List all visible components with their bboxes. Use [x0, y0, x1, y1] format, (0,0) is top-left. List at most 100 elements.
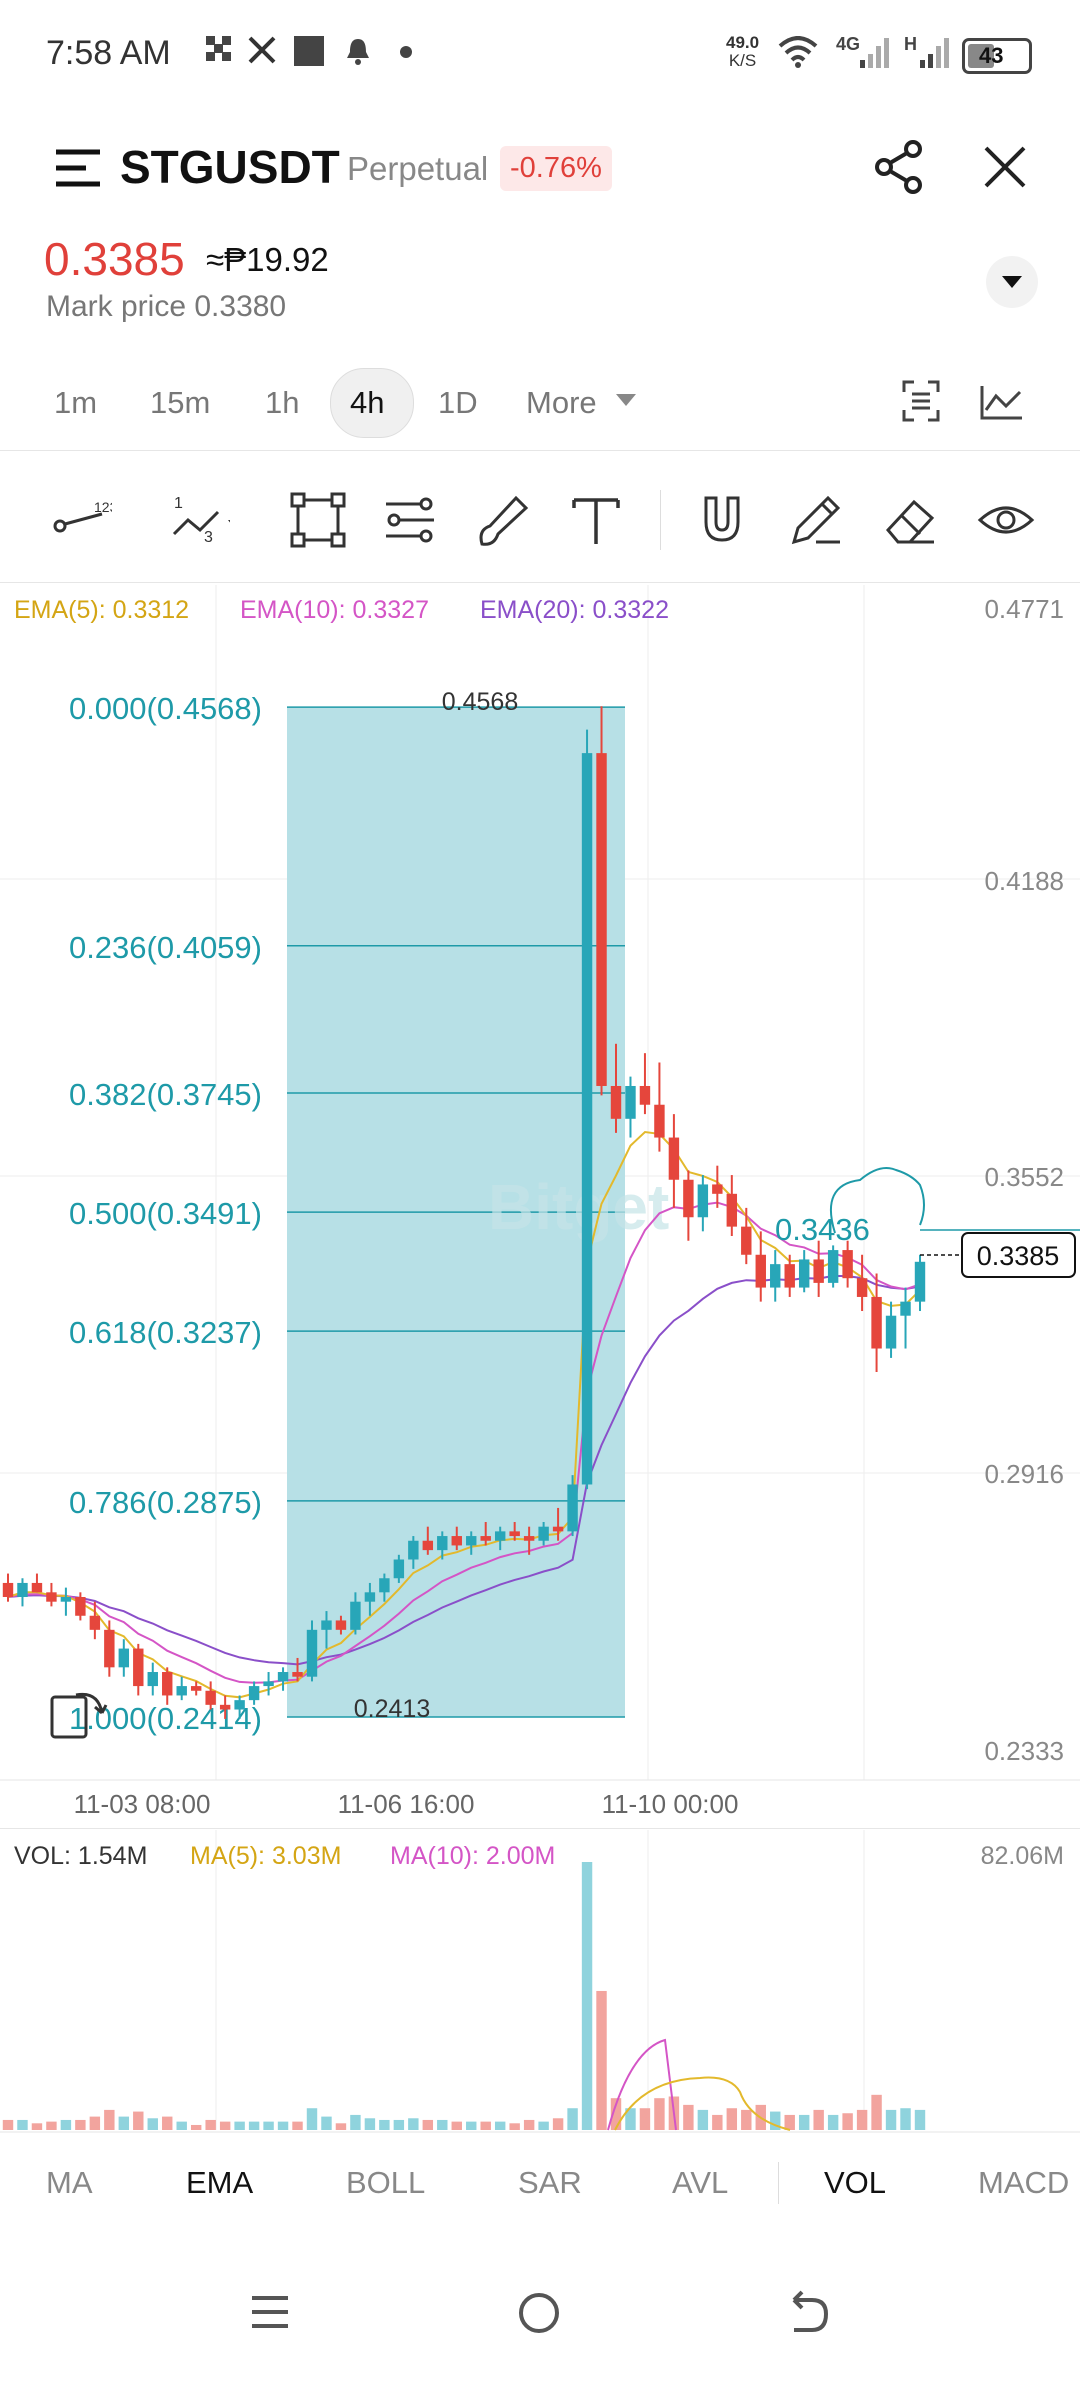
- volume-bar: [480, 2121, 491, 2130]
- candle-body: [335, 1620, 347, 1630]
- candle-body: [466, 1536, 477, 1546]
- volume-bar: [104, 2109, 115, 2130]
- volume-bar: [538, 2121, 549, 2130]
- magnet-icon[interactable]: [692, 490, 752, 550]
- fib-low-label: 0.2413: [354, 1695, 430, 1723]
- candles: [2, 706, 926, 1719]
- volume-bar: [827, 2114, 839, 2130]
- candle-body: [712, 1184, 723, 1194]
- brush-icon[interactable]: [472, 490, 532, 550]
- volume-bar: [610, 2098, 622, 2130]
- candle-body: [755, 1254, 766, 1288]
- candle-body: [219, 1704, 231, 1710]
- candle-body: [31, 1582, 43, 1593]
- divider: [0, 1828, 1080, 1829]
- time-axis: 11-03 08:00 11-06 16:00 11-10 00:00: [74, 1789, 739, 1815]
- ema20-legend: EMA(20): 0.3322: [480, 596, 669, 624]
- home-icon[interactable]: [516, 2290, 562, 2336]
- back-icon[interactable]: [784, 2290, 830, 2336]
- toolbar-divider: [660, 490, 661, 550]
- volume-bar: [277, 2121, 289, 2130]
- volume-bar: [523, 2119, 535, 2130]
- volume-bar: [625, 2108, 636, 2130]
- eye-icon[interactable]: [976, 490, 1036, 550]
- candle-body: [914, 1261, 926, 1302]
- candle-body: [248, 1686, 260, 1701]
- volume-bar: [219, 2121, 231, 2130]
- tab-1m[interactable]: 1m: [54, 385, 98, 420]
- fib-level-label: 0.618(0.3237): [69, 1315, 262, 1350]
- indicator-ma[interactable]: MA: [46, 2165, 93, 2200]
- volume-bar: [914, 2109, 926, 2130]
- candle-body: [437, 1536, 448, 1551]
- text-tool-icon[interactable]: [566, 490, 626, 550]
- candlestick-chart[interactable]: EMA(5): 0.3312 EMA(10): 0.3327 EMA(20): …: [0, 585, 1080, 1815]
- price-tick: 0.2916: [984, 1459, 1064, 1489]
- bell-icon: [347, 39, 369, 65]
- indicator-macd[interactable]: MACD: [978, 2165, 1070, 2200]
- pencil-icon[interactable]: [786, 490, 846, 550]
- volume-bar: [2, 2119, 14, 2130]
- price-dropdown-button[interactable]: [986, 256, 1038, 308]
- close-icon[interactable]: [984, 146, 1026, 188]
- price-tick: 0.4771: [984, 594, 1064, 624]
- candle-body: [451, 1536, 462, 1546]
- volume-bar: [60, 2119, 72, 2130]
- volume-bar: [784, 2114, 795, 2130]
- drawn-curve[interactable]: [830, 1167, 925, 1234]
- reset-view-icon[interactable]: [50, 1692, 108, 1739]
- indicator-boll[interactable]: BOLL: [346, 2165, 426, 2200]
- candle-body: [75, 1597, 86, 1616]
- divider: [0, 450, 1080, 451]
- x-app-icon: [248, 36, 276, 64]
- indicator-ema[interactable]: EMA: [186, 2165, 254, 2200]
- candle-body: [596, 753, 607, 1086]
- candle-body: [726, 1193, 738, 1227]
- candle-body: [46, 1592, 57, 1602]
- fib-level-label: 0.382(0.3745): [69, 1077, 262, 1112]
- recent-apps-icon[interactable]: [248, 2290, 292, 2334]
- tab-4h[interactable]: 4h: [350, 385, 385, 420]
- volume-bar: [813, 2109, 824, 2130]
- volume-chart[interactable]: VOL: 1.54M MA(5): 3.03M MA(10): 2.00M 82…: [0, 1830, 1080, 2140]
- signal-1-label: 4G: [836, 34, 861, 54]
- indicator-vol[interactable]: VOL: [824, 2165, 887, 2200]
- candle-body: [494, 1531, 506, 1541]
- vol-ma5-line: [614, 2076, 791, 2131]
- net-speed-unit: K/S: [728, 51, 757, 70]
- candle-body: [379, 1578, 390, 1593]
- volume-bar: [393, 2119, 405, 2130]
- pair-symbol[interactable]: STGUSDT: [120, 141, 340, 193]
- menu-icon[interactable]: [56, 148, 102, 188]
- indicator-sar[interactable]: SAR: [518, 2165, 582, 2200]
- eraser-icon[interactable]: [880, 490, 940, 550]
- candle-body: [900, 1301, 911, 1316]
- volume-bar: [162, 2116, 173, 2130]
- fib-level-label: 0.000(0.4568): [69, 691, 262, 726]
- shape-tool-icon[interactable]: [288, 490, 348, 550]
- vol-ma5-legend: MA(5): 3.03M: [190, 1842, 341, 1870]
- line-tool-icon[interactable]: 123: [52, 490, 112, 550]
- wave-tool-icon[interactable]: 13: [170, 490, 230, 550]
- candle-body: [176, 1686, 187, 1696]
- candle-body: [798, 1259, 810, 1288]
- volume-bar: [581, 1862, 593, 2130]
- status-bar: 7:58 AM 49.0 K/S 4G H 43: [0, 0, 1080, 108]
- volume-bar: [46, 2121, 57, 2130]
- fullscreen-icon[interactable]: [902, 380, 940, 422]
- tab-more[interactable]: More: [526, 385, 597, 420]
- tab-1h[interactable]: 1h: [265, 385, 300, 420]
- candle-body: [321, 1620, 332, 1630]
- tab-15m[interactable]: 15m: [150, 385, 211, 420]
- candle-body: [697, 1184, 709, 1218]
- price-tick: 0.4188: [984, 866, 1064, 896]
- tab-1d[interactable]: 1D: [438, 385, 478, 420]
- indicator-avl[interactable]: AVL: [672, 2165, 729, 2200]
- indicator-chart-icon[interactable]: [980, 384, 1024, 420]
- fibonacci-tool-icon[interactable]: [380, 490, 440, 550]
- more-caret-icon: [616, 394, 636, 406]
- candle-body: [885, 1315, 897, 1349]
- price-tick: 0.3552: [984, 1162, 1064, 1192]
- active-timeframe-pill: [330, 368, 414, 438]
- share-icon[interactable]: [874, 140, 924, 194]
